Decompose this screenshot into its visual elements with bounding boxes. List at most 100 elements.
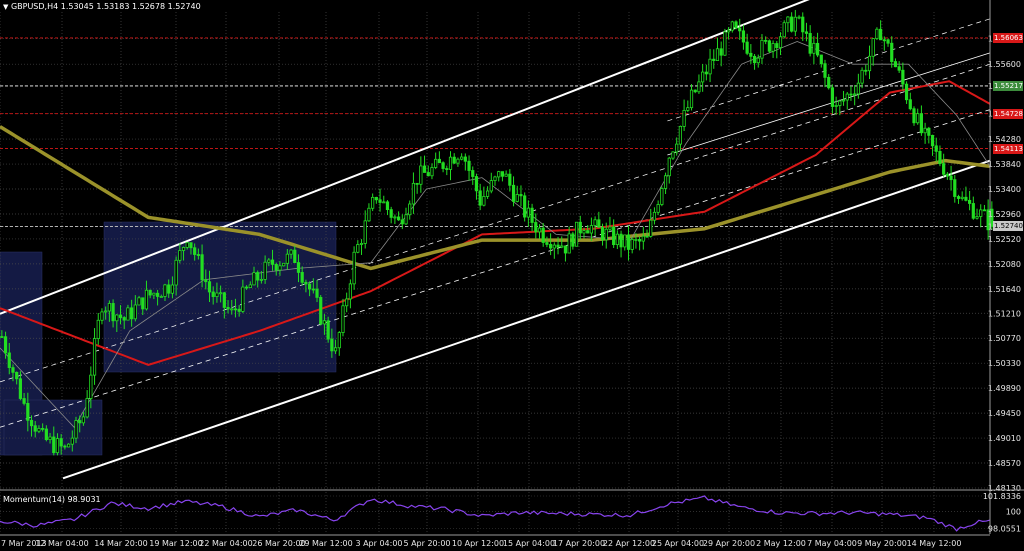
candle-body xyxy=(582,230,586,234)
candle-body xyxy=(604,228,608,241)
candle-body xyxy=(215,292,219,297)
candle-body xyxy=(485,190,490,197)
candle-body xyxy=(389,209,393,218)
candle-body xyxy=(845,93,849,101)
candle-body xyxy=(508,173,512,186)
candle-body xyxy=(511,184,516,202)
candle-body xyxy=(693,89,697,93)
candle-body xyxy=(541,227,545,243)
candle-body xyxy=(804,31,809,34)
candle-body xyxy=(938,151,942,165)
candle-body xyxy=(445,168,449,170)
candle-body xyxy=(308,283,312,290)
candle-body xyxy=(415,182,419,185)
time-label: 10 Apr 12:00 xyxy=(452,539,504,548)
candle-body xyxy=(882,39,886,42)
triangle-down-icon[interactable]: ▼ xyxy=(3,3,9,11)
candle-body xyxy=(441,162,445,169)
time-label: 7 May 04:00 xyxy=(807,539,857,548)
candle-body xyxy=(452,156,456,164)
candle-body xyxy=(52,436,56,454)
candle-body xyxy=(448,156,453,170)
candle-body xyxy=(478,190,482,206)
candle-body xyxy=(738,27,742,32)
candle-body xyxy=(26,403,30,421)
candle-body xyxy=(378,199,382,203)
candle-body xyxy=(15,371,19,380)
candle-body xyxy=(630,239,634,250)
candle-body xyxy=(41,428,45,430)
candle-body xyxy=(396,216,401,221)
candle-body xyxy=(567,233,571,254)
candle-body xyxy=(919,113,924,134)
candle-body xyxy=(626,234,631,250)
candle-body xyxy=(66,443,71,448)
candle-body xyxy=(756,57,760,64)
candle-body xyxy=(923,127,927,134)
candle-body xyxy=(282,262,286,267)
candle-body xyxy=(968,199,972,204)
candle-body xyxy=(790,16,794,32)
candle-body xyxy=(971,203,975,219)
candle-body xyxy=(489,180,493,192)
candle-body xyxy=(782,22,786,38)
momentum-line xyxy=(0,495,991,532)
candle-body xyxy=(578,221,582,234)
candle-body xyxy=(463,156,467,162)
momentum-header: Momentum(14) 98.9031 xyxy=(3,495,101,504)
candle-body xyxy=(901,69,905,85)
price-tag: 1.56063 xyxy=(993,32,1023,43)
candle-body xyxy=(667,157,671,177)
candle-body xyxy=(652,211,657,221)
candle-body xyxy=(185,242,189,248)
candle-body xyxy=(930,134,935,147)
price-tag: 1.55217 xyxy=(993,80,1023,91)
candle-body xyxy=(296,262,301,273)
candle-body xyxy=(163,284,167,297)
candle-body xyxy=(830,87,835,107)
candle-body xyxy=(875,28,879,40)
candle-body xyxy=(204,279,208,283)
candle-body xyxy=(589,225,594,234)
candle-body xyxy=(890,42,894,62)
candle-body xyxy=(304,281,308,285)
candle-body xyxy=(708,58,712,75)
candle-body xyxy=(152,292,156,296)
candle-body xyxy=(200,254,204,281)
candle-body xyxy=(949,175,953,181)
candle-body xyxy=(856,82,860,95)
time-label: 26 Mar 20:00 xyxy=(252,539,305,548)
candle-body xyxy=(686,107,690,111)
price-label: 1.52080 xyxy=(988,260,1021,269)
candle-body xyxy=(3,336,8,354)
candle-body xyxy=(537,227,542,233)
candle-body xyxy=(701,71,705,83)
candle-body xyxy=(270,259,275,265)
candle-body xyxy=(144,289,149,310)
candle-body xyxy=(241,286,245,312)
time-label: 3 Apr 04:00 xyxy=(355,539,402,548)
candle-body xyxy=(934,145,938,152)
candle-body xyxy=(608,226,612,230)
candle-body xyxy=(986,209,990,231)
candle-body xyxy=(764,39,768,42)
price-label: 1.51210 xyxy=(988,309,1021,318)
candle-body xyxy=(879,28,883,41)
candle-body xyxy=(660,188,664,205)
price-tag: 1.54113 xyxy=(993,143,1023,154)
candle-body xyxy=(864,69,868,72)
candle-body xyxy=(838,100,842,106)
candle-body xyxy=(70,437,74,445)
time-label: 25 Apr 04:00 xyxy=(652,539,704,548)
candle-body xyxy=(749,52,753,57)
price-label: 1.55600 xyxy=(988,60,1021,69)
candle-body xyxy=(352,251,356,285)
candle-body xyxy=(211,291,215,297)
candle-body xyxy=(404,214,408,225)
candle-body xyxy=(460,156,464,160)
candle-body xyxy=(812,42,816,54)
chart-header: ▼ GBPUSD,H4 1.53045 1.53183 1.52678 1.52… xyxy=(3,2,201,11)
moving-averages xyxy=(0,41,991,428)
